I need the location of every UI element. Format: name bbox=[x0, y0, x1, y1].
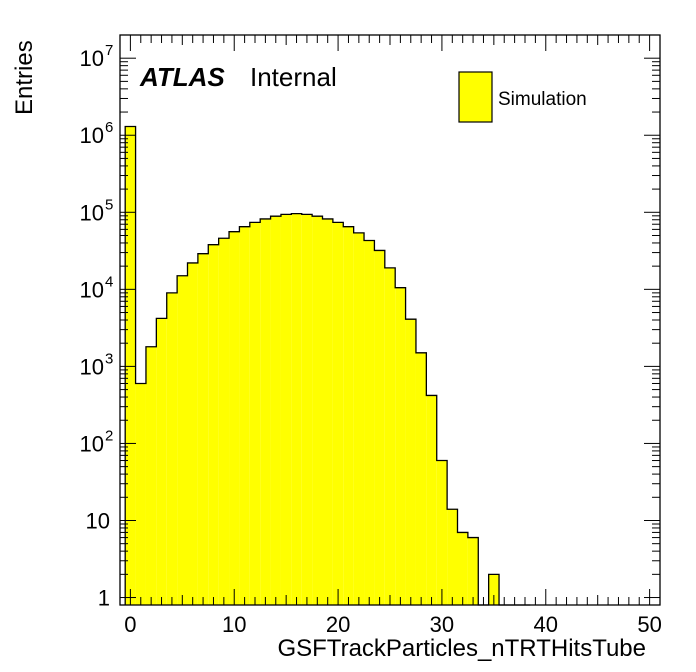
histogram-bar bbox=[260, 218, 271, 605]
histogram-bar bbox=[395, 287, 406, 605]
atlas-label: ATLAS bbox=[139, 62, 225, 92]
legend-swatch bbox=[458, 71, 493, 123]
histogram-bar bbox=[436, 460, 448, 605]
y-tick-label: 10 bbox=[80, 431, 104, 456]
histogram-bar bbox=[488, 574, 500, 605]
histogram-bar bbox=[156, 318, 167, 605]
histogram-bar bbox=[457, 532, 468, 605]
histogram-bar bbox=[239, 226, 250, 605]
histogram-bar bbox=[312, 216, 323, 605]
histogram-bar bbox=[467, 537, 479, 605]
histogram-bar bbox=[343, 226, 354, 605]
histogram-bar bbox=[208, 244, 219, 605]
y-tick-label-exponent: 7 bbox=[105, 42, 113, 59]
histogram-bar bbox=[322, 218, 333, 605]
histogram-bar bbox=[135, 383, 146, 605]
histogram-bar bbox=[301, 214, 313, 605]
histogram-bar bbox=[332, 222, 344, 606]
y-tick-label: 10 bbox=[80, 354, 104, 379]
internal-label: Internal bbox=[250, 62, 337, 92]
histogram-bar bbox=[374, 250, 385, 606]
x-tick-label: 20 bbox=[326, 612, 350, 637]
histogram-bar bbox=[280, 214, 292, 605]
histogram-bar bbox=[447, 509, 458, 605]
y-tick-label-exponent: 5 bbox=[105, 196, 113, 213]
histogram-bar bbox=[218, 238, 230, 605]
histogram-bar bbox=[364, 240, 375, 605]
x-axis-title: GSFTrackParticles_nTRTHitsTube bbox=[277, 635, 646, 662]
y-tick-label-exponent: 6 bbox=[105, 119, 113, 136]
y-axis-title: Entries bbox=[11, 40, 38, 115]
y-tick-label: 1 bbox=[98, 586, 110, 611]
histogram-bar bbox=[187, 262, 198, 605]
histogram-bars bbox=[125, 126, 500, 606]
y-tick-label: 10 bbox=[80, 123, 104, 148]
histogram-bar bbox=[291, 213, 302, 605]
histogram-bar bbox=[426, 395, 437, 605]
y-tick-label-exponent: 2 bbox=[105, 427, 113, 444]
histogram-bar bbox=[405, 319, 416, 605]
x-tick-label: 40 bbox=[534, 612, 558, 637]
x-tick-label: 50 bbox=[637, 612, 661, 637]
histogram-outline bbox=[124, 125, 531, 606]
histogram-bar bbox=[145, 346, 157, 605]
x-tick-label: 0 bbox=[124, 612, 136, 637]
legend-label-simulation: Simulation bbox=[498, 89, 587, 110]
histogram-bar bbox=[384, 267, 396, 605]
y-tick-label: 10 bbox=[80, 46, 104, 71]
histogram-bar bbox=[177, 275, 188, 605]
histogram-bar bbox=[229, 231, 240, 606]
x-tick-label: 10 bbox=[222, 612, 246, 637]
x-tick-label: 30 bbox=[430, 612, 454, 637]
histogram-bar bbox=[125, 126, 136, 605]
y-tick-label: 10 bbox=[80, 277, 104, 302]
y-tick-label-exponent: 4 bbox=[105, 273, 113, 290]
histogram-bar bbox=[415, 352, 427, 605]
histogram-bar bbox=[249, 222, 261, 606]
y-tick-label-exponent: 3 bbox=[105, 350, 113, 367]
y-tick-label: 10 bbox=[86, 508, 110, 533]
axis-ticks bbox=[120, 34, 660, 605]
histogram-bar bbox=[353, 232, 365, 606]
histogram-bar bbox=[166, 292, 178, 605]
histogram-bar bbox=[197, 253, 209, 605]
histogram-bar bbox=[270, 216, 281, 605]
y-tick-label: 10 bbox=[80, 200, 104, 225]
